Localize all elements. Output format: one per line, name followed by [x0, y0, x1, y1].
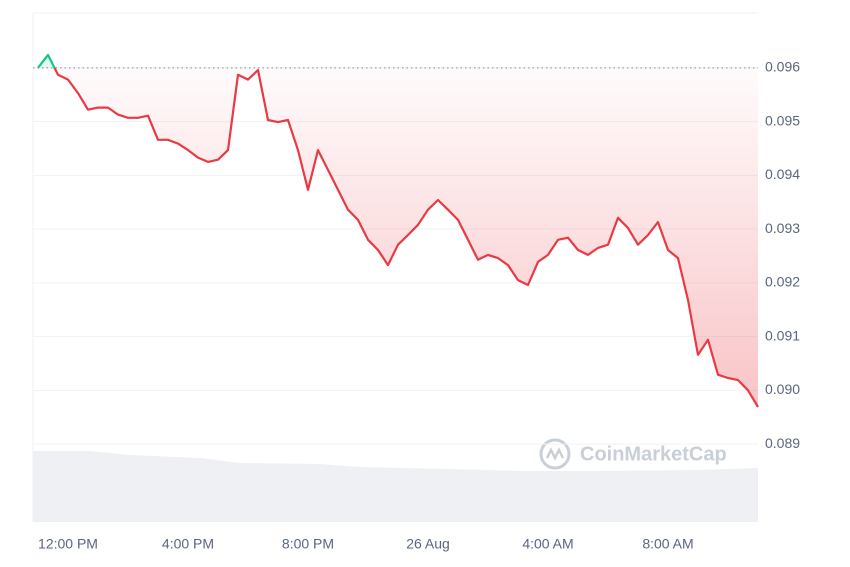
y-tick-label: 0.090: [765, 381, 800, 397]
y-tick-label: 0.092: [765, 274, 800, 290]
price-line: [37, 53, 759, 408]
area: [38, 54, 758, 408]
watermark-logo: [545, 447, 565, 461]
y-tick-label: 0.093: [765, 220, 800, 236]
x-tick-label: 4:00 PM: [162, 536, 214, 552]
y-tick-label: 0.094: [765, 166, 800, 182]
x-tick-label: 12:00 PM: [38, 536, 98, 552]
y-tick-label: 0.089: [765, 435, 800, 451]
x-tick-label: 26 Aug: [406, 536, 450, 552]
y-tick-label: 0.096: [765, 59, 800, 75]
watermark: CoinMarketCap: [539, 438, 727, 470]
x-tick-label: 8:00 PM: [282, 536, 334, 552]
x-tick-label: 8:00 AM: [642, 536, 693, 552]
volume-area: [33, 451, 758, 522]
y-tick-label: 0.091: [765, 327, 800, 343]
y-tick-label: 0.095: [765, 112, 800, 128]
watermark-logo: [539, 438, 571, 470]
watermark-text: CoinMarketCap: [580, 443, 727, 465]
x-tick-label: 4:00 AM: [522, 536, 573, 552]
